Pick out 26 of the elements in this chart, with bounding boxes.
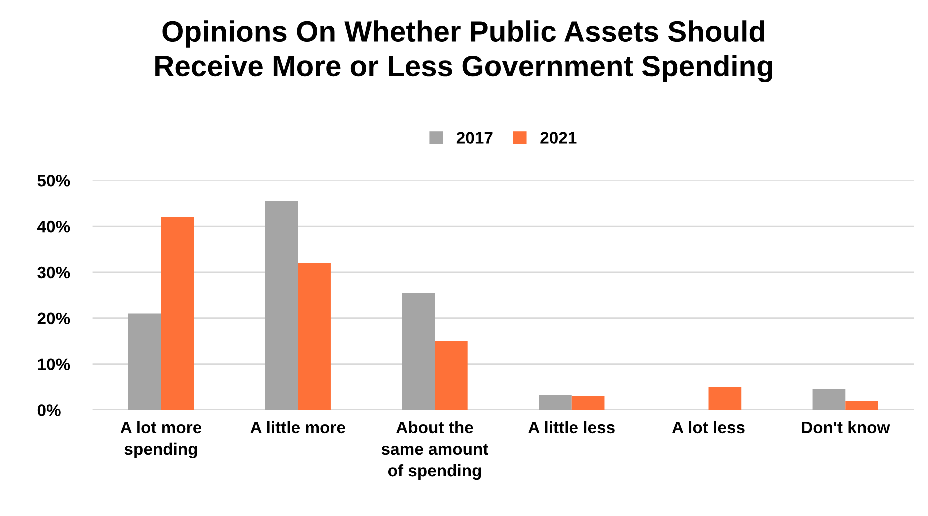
bar [265,201,298,410]
y-tick-label: 40% [37,220,70,233]
bar [128,314,162,410]
x-tick-label: A little less [528,421,615,434]
legend-label: 2017 [456,132,493,144]
bar [708,387,742,410]
x-tick-label: Don't know [802,421,890,434]
y-tick-label: 20% [38,312,70,325]
legend-label: 2021 [540,132,577,144]
x-tick-label: About the same amount of spending [382,421,489,480]
bar [435,341,468,410]
bar [812,390,846,410]
y-tick-label: 10% [38,358,70,370]
bar [846,401,878,410]
bar [539,395,572,410]
x-tick-label: A little more [250,421,346,434]
bar [161,217,194,410]
x-tick-label: A lot more spending [120,421,202,459]
bar [402,293,435,410]
bar [572,396,605,410]
y-tick-label: 50% [38,175,70,187]
bar [298,263,331,410]
y-tick-label: 0% [38,404,61,416]
y-tick-label: 30% [38,266,70,279]
x-tick-label: A lot less [672,421,745,434]
chart-title: Opinions On Whether Public Assets Should Receive More or Less Government Spending [156,20,772,83]
